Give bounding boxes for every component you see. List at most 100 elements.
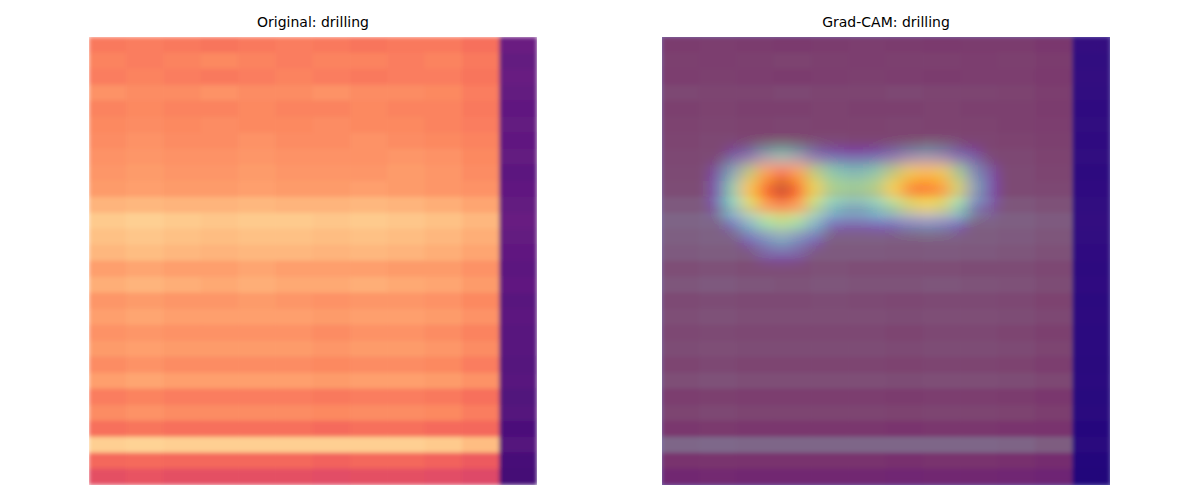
cell-row xyxy=(662,213,1110,230)
heatmap-cell xyxy=(886,37,903,53)
heatmap-cell xyxy=(1062,453,1079,470)
heatmap-cell xyxy=(806,405,823,422)
heatmap-cell xyxy=(89,165,127,182)
heatmap-cell xyxy=(201,213,239,230)
heatmap-cell xyxy=(126,373,164,390)
heatmap-cell xyxy=(1030,245,1047,262)
heatmap-cell xyxy=(854,341,871,358)
heatmap-cell xyxy=(870,405,887,422)
heatmap-cell xyxy=(854,453,871,470)
heatmap-cell xyxy=(1094,181,1110,198)
heatmap-cell xyxy=(275,421,313,438)
heatmap-cell xyxy=(950,229,967,246)
heatmap-cell xyxy=(1062,373,1079,390)
heatmap-cell xyxy=(425,421,463,438)
heatmap-cell xyxy=(1046,117,1063,134)
heatmap-cell xyxy=(870,197,887,214)
heatmap-cell xyxy=(982,133,999,150)
heatmap-cell xyxy=(736,309,774,326)
heatmap-cell xyxy=(387,469,425,485)
heatmap-cell xyxy=(1014,165,1031,182)
cell-row xyxy=(662,469,1110,485)
heatmap-cell xyxy=(350,229,388,246)
heatmap-cell xyxy=(758,389,775,406)
heatmap-cell xyxy=(774,85,791,102)
heatmap-cell xyxy=(758,357,775,374)
heatmap-cell xyxy=(313,373,351,390)
heatmap-cell xyxy=(758,197,775,214)
cell-row xyxy=(662,165,1110,182)
cell-row xyxy=(89,373,537,390)
heatmap-cell xyxy=(960,373,998,390)
heatmap-cell xyxy=(1046,277,1063,294)
heatmap-cell xyxy=(848,85,886,102)
heatmap-cell xyxy=(838,101,855,118)
heatmap-cell xyxy=(710,37,727,53)
heatmap-cell xyxy=(726,469,743,485)
heatmap-cell xyxy=(350,117,388,134)
heatmap-cell xyxy=(350,389,388,406)
heatmap-cell xyxy=(758,309,775,326)
heatmap-cell xyxy=(275,357,313,374)
heatmap-cell xyxy=(934,133,951,150)
heatmap-cell xyxy=(886,277,903,294)
heatmap-cell xyxy=(934,421,951,438)
heatmap-cell xyxy=(163,245,201,262)
heatmap-cell xyxy=(201,133,239,150)
heatmap-cell xyxy=(462,293,500,310)
heatmap-cell xyxy=(982,53,999,70)
heatmap-cell xyxy=(998,149,1015,166)
heatmap-cell xyxy=(950,469,967,485)
heatmap-cell xyxy=(1030,293,1047,310)
heatmap-cell xyxy=(163,101,201,118)
heatmap-cell xyxy=(387,117,425,134)
heatmap-cell xyxy=(1046,133,1063,150)
cell-row xyxy=(662,309,1110,326)
heatmap-cell xyxy=(1094,133,1110,150)
heatmap-cell xyxy=(201,325,239,342)
heatmap-cell xyxy=(710,405,727,422)
heatmap-cell xyxy=(902,85,919,102)
heatmap-cell xyxy=(934,405,951,422)
heatmap-cell xyxy=(425,229,463,246)
heatmap-cell xyxy=(774,325,791,342)
heatmap-cell xyxy=(1078,309,1095,326)
cell-row xyxy=(662,101,1110,118)
heatmap-cell xyxy=(425,469,463,485)
heatmap-cell xyxy=(126,437,164,454)
heatmap-cell xyxy=(902,197,919,214)
heatmap-cell xyxy=(950,373,967,390)
heatmap-cell xyxy=(736,293,774,310)
heatmap-cell xyxy=(774,469,791,485)
heatmap-cell xyxy=(854,53,871,70)
heatmap-cell xyxy=(758,213,775,230)
heatmap-cell xyxy=(387,309,425,326)
heatmap-cell xyxy=(966,293,983,310)
heatmap-cell xyxy=(163,133,201,150)
heatmap-cell xyxy=(678,325,695,342)
heatmap-cell xyxy=(806,469,823,485)
heatmap-cell xyxy=(934,453,951,470)
heatmap-cell xyxy=(710,181,727,198)
heatmap-cell xyxy=(950,101,967,118)
heatmap-cell xyxy=(960,133,998,150)
heatmap-cell xyxy=(1062,197,1079,214)
heatmap-cell xyxy=(934,229,951,246)
heatmap-cell xyxy=(662,293,678,310)
heatmap-cell xyxy=(387,405,425,422)
cell-row xyxy=(662,229,1110,246)
heatmap-cell xyxy=(499,389,537,406)
heatmap-cell xyxy=(742,405,759,422)
heatmap-cell xyxy=(425,309,463,326)
heatmap-cell xyxy=(886,117,903,134)
heatmap-cell xyxy=(1062,149,1079,166)
heatmap-cell xyxy=(822,389,839,406)
heatmap-cell xyxy=(313,325,351,342)
heatmap-cell xyxy=(163,261,201,278)
heatmap-cell xyxy=(499,373,537,390)
heatmap-cell xyxy=(726,53,743,70)
heatmap-cell xyxy=(275,37,313,53)
heatmap-cell xyxy=(934,165,951,182)
heatmap-cell xyxy=(163,341,201,358)
heatmap-cell xyxy=(662,245,678,262)
